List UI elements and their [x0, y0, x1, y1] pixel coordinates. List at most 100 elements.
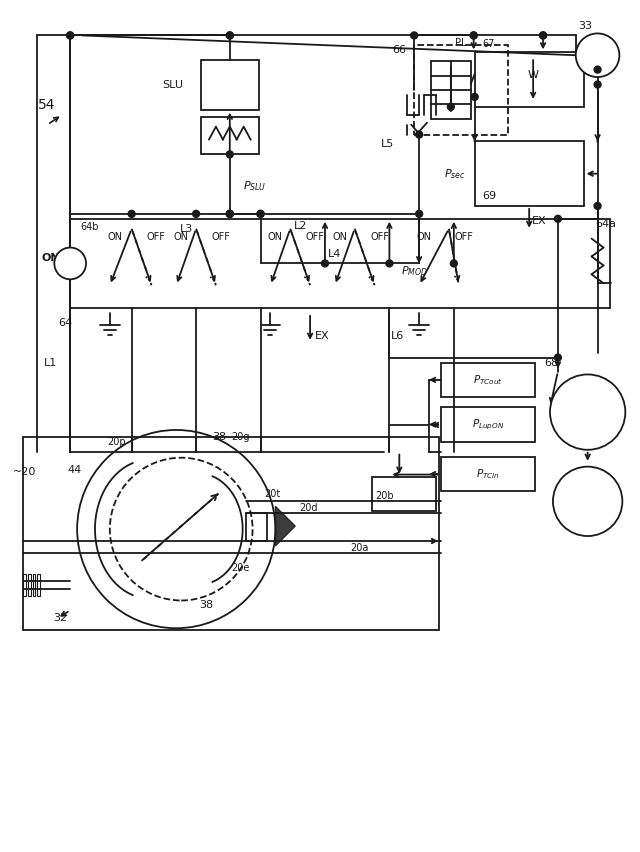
Circle shape	[227, 32, 233, 39]
Bar	[441, 457, 535, 492]
Circle shape	[594, 81, 601, 88]
Circle shape	[471, 94, 478, 101]
Circle shape	[554, 216, 561, 222]
Bar	[22, 573, 26, 596]
Bar	[70, 219, 611, 308]
Circle shape	[470, 32, 477, 39]
Circle shape	[257, 210, 264, 217]
Circle shape	[54, 248, 86, 279]
Text: 38: 38	[212, 432, 226, 442]
Text: 32: 32	[53, 613, 67, 624]
Text: PL: PL	[455, 38, 467, 49]
Circle shape	[67, 32, 74, 39]
Text: 68: 68	[544, 358, 558, 367]
Circle shape	[257, 210, 264, 217]
Text: ON: ON	[108, 232, 122, 242]
Text: OFF: OFF	[211, 232, 230, 242]
Text: 20g: 20g	[232, 432, 250, 442]
Bar	[372, 476, 436, 511]
Text: $P_{TCin}$: $P_{TCin}$	[476, 467, 500, 481]
Circle shape	[594, 66, 601, 73]
Circle shape	[554, 354, 561, 361]
Bar	[201, 60, 259, 110]
Text: L1: L1	[44, 358, 57, 367]
Text: ON: ON	[268, 232, 283, 242]
Text: 54: 54	[38, 98, 55, 112]
Text: 69: 69	[483, 191, 497, 201]
Text: 64: 64	[58, 318, 72, 328]
Text: L5: L5	[381, 140, 394, 149]
Circle shape	[227, 151, 233, 158]
Bar	[475, 52, 584, 106]
Text: ~20: ~20	[13, 467, 36, 476]
Text: 64b: 64b	[81, 222, 99, 232]
Text: L4: L4	[328, 249, 342, 258]
Bar	[22, 437, 439, 630]
Text: SLU: SLU	[162, 80, 183, 90]
Circle shape	[415, 131, 422, 138]
Bar	[246, 513, 268, 541]
Bar	[38, 573, 40, 596]
Text: OFF: OFF	[454, 232, 473, 242]
Circle shape	[227, 210, 233, 217]
Text: LUBE: LUBE	[572, 497, 604, 506]
Text: 20p: 20p	[108, 437, 126, 446]
Circle shape	[411, 32, 418, 39]
Text: OFF: OFF	[147, 232, 166, 242]
Circle shape	[386, 260, 393, 267]
Circle shape	[594, 203, 601, 210]
Text: 33: 33	[579, 20, 593, 31]
Text: EX: EX	[532, 216, 547, 226]
Bar	[414, 45, 508, 135]
Text: EX: EX	[315, 331, 330, 341]
Bar	[441, 407, 535, 442]
Text: 20b: 20b	[375, 492, 394, 501]
Circle shape	[451, 260, 458, 267]
Circle shape	[227, 210, 233, 217]
Text: ON: ON	[332, 232, 348, 242]
Circle shape	[447, 103, 454, 110]
Circle shape	[576, 33, 620, 77]
Text: 38: 38	[199, 601, 213, 610]
Text: 44: 44	[67, 464, 81, 475]
Text: 20d: 20d	[299, 504, 317, 513]
Text: COOLER: COOLER	[566, 407, 610, 417]
Bar	[201, 117, 259, 154]
Text: ON: ON	[41, 253, 60, 263]
Text: 20e: 20e	[232, 563, 250, 573]
Circle shape	[227, 210, 233, 217]
Text: OFF: OFF	[370, 232, 389, 242]
Text: OFF: OFF	[306, 232, 324, 242]
Text: $P_{TCout}$: $P_{TCout}$	[473, 373, 503, 387]
Text: L3: L3	[180, 224, 193, 233]
Circle shape	[470, 32, 477, 39]
Polygon shape	[275, 506, 295, 546]
Bar	[431, 61, 470, 118]
Text: 64a: 64a	[596, 219, 616, 229]
Text: $P_{sec}$: $P_{sec}$	[444, 167, 466, 181]
Circle shape	[128, 210, 135, 217]
Bar	[28, 573, 31, 596]
Circle shape	[227, 32, 233, 39]
Text: W: W	[527, 70, 539, 79]
Circle shape	[550, 374, 625, 450]
Text: L2: L2	[294, 221, 307, 231]
Circle shape	[321, 260, 328, 267]
Text: 67: 67	[483, 39, 495, 49]
Text: 66: 66	[392, 45, 406, 55]
Text: 20a: 20a	[351, 543, 369, 553]
Text: $P_{MOD}$: $P_{MOD}$	[401, 264, 428, 279]
Bar	[475, 141, 584, 206]
Text: L6: L6	[390, 331, 404, 341]
Text: P: P	[593, 49, 602, 61]
Circle shape	[540, 32, 547, 39]
Circle shape	[540, 32, 547, 39]
Text: ON: ON	[417, 232, 431, 242]
Text: ON: ON	[173, 232, 189, 242]
Text: $P_{SLU}$: $P_{SLU}$	[243, 179, 266, 193]
Circle shape	[67, 32, 74, 39]
Circle shape	[193, 210, 200, 217]
Bar	[33, 573, 35, 596]
Text: $P_{LupON}$: $P_{LupON}$	[472, 417, 504, 432]
Text: 20t: 20t	[264, 489, 280, 499]
